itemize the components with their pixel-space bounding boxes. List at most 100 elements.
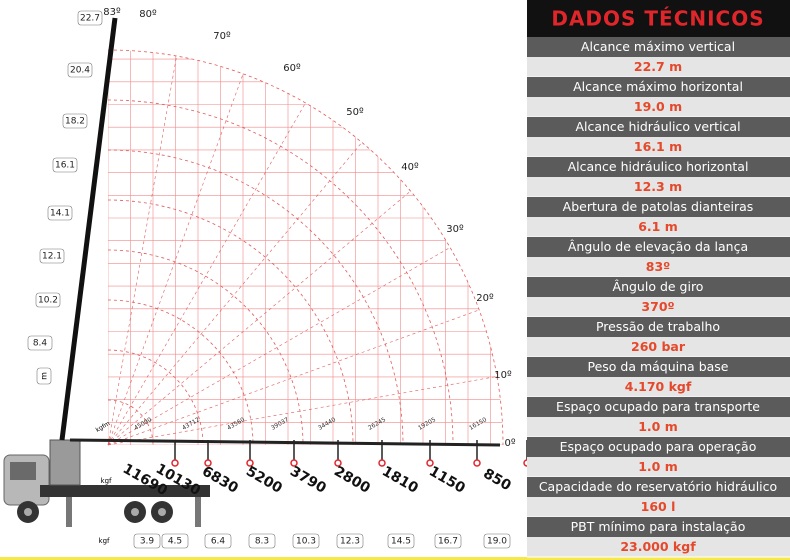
reach-box bbox=[133, 533, 161, 549]
height-box bbox=[47, 205, 73, 221]
reach-label: 12.3 bbox=[340, 537, 360, 547]
reach-label: 6.4 bbox=[211, 537, 226, 547]
spec-label-row bbox=[527, 477, 790, 497]
height-box bbox=[35, 292, 61, 308]
load-unit: kgf bbox=[101, 477, 112, 485]
spec-value: 19.0 m bbox=[634, 99, 682, 114]
angle-label: 60º bbox=[283, 63, 301, 74]
spec-label-row bbox=[527, 197, 790, 217]
spec-value-row bbox=[527, 497, 790, 517]
spec-label-row bbox=[527, 77, 790, 97]
reach-box bbox=[434, 533, 462, 549]
reach-box bbox=[248, 533, 276, 549]
spec-label: Ângulo de elevação da lança bbox=[568, 239, 748, 254]
spec-value: 83º bbox=[646, 259, 670, 274]
spec-label-row bbox=[527, 117, 790, 137]
reach-box bbox=[161, 533, 189, 549]
spec-value-row bbox=[527, 297, 790, 317]
arc bbox=[107, 349, 204, 446]
reach-label: 8.3 bbox=[255, 537, 269, 547]
spec-value-row bbox=[527, 457, 790, 477]
height-label: 8.4 bbox=[33, 339, 48, 349]
arc bbox=[107, 299, 254, 446]
arc bbox=[107, 149, 404, 446]
reach-box bbox=[204, 533, 232, 549]
hook bbox=[334, 459, 342, 467]
spec-value-row bbox=[527, 57, 790, 77]
spec-label-row bbox=[527, 437, 790, 457]
reach-box bbox=[336, 533, 364, 549]
truck bbox=[3, 439, 210, 527]
reach-label: 3.9 bbox=[140, 537, 155, 547]
moment-label: 39037 bbox=[270, 416, 290, 432]
load-label: 1150 bbox=[426, 463, 468, 496]
height-box bbox=[67, 62, 93, 78]
height-label: 18.2 bbox=[65, 117, 85, 127]
angle-label: 83º bbox=[103, 7, 121, 18]
spec-value-row bbox=[527, 177, 790, 197]
spec-label: Espaço ocupado para transporte bbox=[556, 399, 760, 414]
spec-value: 23.000 kgf bbox=[620, 539, 696, 554]
height-label: 14.1 bbox=[50, 209, 70, 219]
specs-title: DADOS TÉCNICOS bbox=[551, 7, 764, 31]
arc bbox=[107, 249, 304, 446]
reach-box bbox=[483, 533, 511, 549]
arcs bbox=[107, 49, 504, 446]
spec-label-row bbox=[527, 277, 790, 297]
spec-value-row bbox=[527, 417, 790, 437]
reach-label: 4.5 bbox=[168, 537, 182, 547]
spec-label: PBT mínimo para instalação bbox=[571, 519, 746, 534]
height-label: 20.4 bbox=[70, 66, 90, 76]
title-band bbox=[527, 0, 790, 37]
angle-line bbox=[107, 102, 306, 446]
arc bbox=[107, 399, 154, 446]
spec-label: Capacidade do reservatório hidráulico bbox=[539, 479, 777, 494]
angle-label: 0º bbox=[504, 438, 515, 449]
angle-label: 20º bbox=[476, 293, 494, 304]
arc bbox=[107, 199, 354, 446]
angle-label: 40º bbox=[401, 162, 419, 173]
height-label: 10.2 bbox=[38, 296, 58, 306]
spec-label: Espaço ocupado para operação bbox=[560, 439, 757, 454]
angle-line bbox=[107, 247, 451, 446]
spec-label: Abertura de patolas dianteiras bbox=[563, 199, 754, 214]
arc bbox=[107, 99, 454, 446]
angle-label: 80º bbox=[139, 9, 157, 20]
height-unit: m bbox=[40, 372, 49, 380]
unit-box bbox=[36, 367, 52, 385]
angle-label: 50º bbox=[346, 107, 364, 118]
bottom-strip bbox=[0, 557, 790, 560]
hook bbox=[426, 459, 434, 467]
spec-label-row bbox=[527, 397, 790, 417]
spec-label: Alcance hidráulico horizontal bbox=[568, 159, 749, 174]
spec-label-row bbox=[527, 37, 790, 57]
height-label: 16.1 bbox=[55, 161, 75, 171]
hook bbox=[246, 459, 254, 467]
spec-value-row bbox=[527, 337, 790, 357]
reach-label: 10.3 bbox=[296, 537, 316, 547]
spec-label-row bbox=[527, 317, 790, 337]
spec-label-row bbox=[527, 357, 790, 377]
spec-value-row bbox=[527, 257, 790, 277]
spec-label: Alcance máximo vertical bbox=[581, 39, 735, 54]
angle-label: 10º bbox=[494, 370, 512, 381]
moment-unit: kgfm bbox=[95, 420, 112, 434]
reach-label: 14.5 bbox=[391, 537, 411, 547]
height-box bbox=[39, 248, 65, 264]
spec-value: 16.1 m bbox=[634, 139, 682, 154]
angle-label: 70º bbox=[213, 31, 231, 42]
reach-box bbox=[387, 533, 415, 549]
spec-value: 6.1 m bbox=[638, 219, 678, 234]
spec-value: 1.0 m bbox=[638, 459, 678, 474]
hook bbox=[171, 459, 179, 467]
reach-label: 19.0 bbox=[487, 537, 507, 547]
spec-label-row bbox=[527, 157, 790, 177]
height-box bbox=[62, 113, 88, 129]
spec-label-row bbox=[527, 237, 790, 257]
spec-value-row bbox=[527, 137, 790, 157]
spec-value: 260 bar bbox=[631, 339, 686, 354]
boom-horizontal bbox=[69, 438, 501, 447]
height-box bbox=[27, 335, 53, 351]
hook bbox=[204, 459, 212, 467]
